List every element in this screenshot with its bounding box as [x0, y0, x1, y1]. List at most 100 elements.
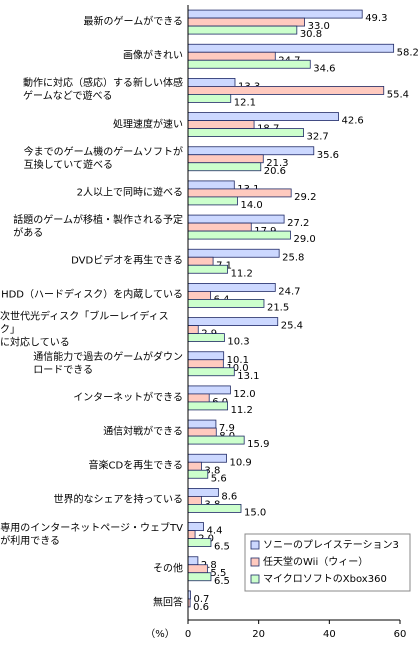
value-label: 42.6: [342, 116, 364, 127]
category-label: 2人以上で同時に遊べる: [76, 187, 183, 199]
category-label: 最新のゲームができる: [83, 16, 184, 28]
value-label: 13.1: [237, 371, 259, 382]
category-label: インターネットができる: [73, 392, 183, 404]
value-label: 0.7: [193, 594, 209, 605]
bar: [187, 496, 202, 505]
category-label: 話題のゲームが移植・製作される予定 がある: [13, 215, 183, 240]
bar: [187, 196, 238, 206]
value-label: 49.3: [365, 13, 387, 24]
bar: [187, 43, 395, 53]
bar: [187, 230, 291, 240]
category-label: 通信能力で過去のゲームがダウン ロードできる: [33, 351, 183, 376]
bar: [187, 522, 204, 531]
bar: [187, 283, 276, 292]
x-tick-label: 0: [185, 629, 191, 640]
value-label: 10.0: [226, 363, 248, 374]
bar: [187, 359, 224, 369]
bar: [187, 154, 264, 164]
bar: [187, 488, 219, 497]
value-label: 35.6: [317, 150, 339, 161]
bar: [187, 222, 252, 232]
bar: [187, 59, 311, 69]
value-label: 25.8: [282, 252, 304, 263]
value-label: 6.5: [214, 542, 230, 553]
bar: [187, 325, 199, 334]
value-label: 15.0: [244, 507, 266, 518]
category-label: 画像がきれい: [123, 50, 183, 62]
legend-swatch: [250, 540, 260, 550]
x-tick-label: 40: [323, 629, 336, 640]
bar: [187, 385, 231, 395]
category-label: 動作に対応（感応）する新しい体感 ゲームなどで遊べる: [23, 78, 183, 103]
bar: [187, 393, 210, 403]
bar: [187, 9, 363, 19]
bar: [187, 256, 214, 266]
bar: [187, 419, 217, 429]
category-label: 今までのゲーム機のゲームソフトが 互換していて遊べる: [23, 146, 183, 171]
value-label: 55.4: [387, 89, 409, 100]
value-label: 11.2: [231, 405, 253, 416]
category-label: 無回答: [153, 597, 183, 609]
value-label: 5.6: [211, 473, 227, 484]
legend-label: マイクロソフトのXbox360: [263, 573, 387, 585]
legend-label: 任天堂のWii（ウィー）: [263, 555, 368, 568]
value-label: 5.5: [210, 568, 226, 579]
value-label: 15.9: [247, 439, 269, 450]
bar: [187, 317, 279, 326]
bar: [187, 530, 196, 539]
value-label: 0.6: [193, 602, 209, 613]
value-label: 32.7: [307, 132, 329, 143]
bar: [187, 51, 276, 61]
value-label: 25.4: [281, 321, 303, 332]
legend-label: ソニーのプレイステーション3: [263, 539, 399, 551]
value-label: 33.0: [308, 21, 330, 32]
category-label: 通信対戦ができる: [103, 426, 183, 438]
bar: [187, 572, 212, 582]
bar: [187, 461, 202, 471]
value-label: 10.9: [230, 457, 252, 468]
value-label: 11.2: [231, 268, 253, 279]
value-label: 7.9: [219, 423, 235, 434]
bar: [187, 146, 315, 156]
legend-box: [244, 533, 411, 592]
value-label: 27.2: [287, 218, 309, 229]
value-label: 4.4: [207, 526, 223, 537]
category-label: DVDビデオを再生できる: [71, 255, 183, 267]
value-label: 12.0: [233, 389, 255, 400]
value-label: 29.0: [293, 234, 315, 245]
bar: [187, 120, 255, 129]
bar: [187, 248, 280, 258]
category-label: HDD（ハードディスク）を内蔵している: [1, 289, 183, 301]
bar: [187, 435, 245, 445]
bar: [187, 453, 227, 463]
category-label: 専用のインターネットページ・ウェブTV が利用できる: [0, 522, 183, 547]
category-label: 次世代光ディスク「ブルーレイディスク」 に対応している: [0, 311, 169, 349]
value-label: 3.8: [204, 465, 220, 476]
bar: [187, 162, 262, 172]
bar: [187, 333, 225, 342]
bar: [187, 427, 217, 437]
value-label: 6.5: [214, 576, 230, 587]
legend-swatch: [250, 574, 260, 584]
bar: [187, 538, 212, 547]
value-label: 10.3: [227, 337, 249, 348]
bar: [187, 564, 208, 574]
bar: [187, 128, 304, 137]
bar: [187, 504, 242, 513]
x-tick-label: 60: [394, 629, 407, 640]
value-label: 21.5: [267, 302, 289, 313]
bar: [187, 299, 265, 308]
value-label: 58.2: [397, 47, 419, 58]
legend-swatch: [250, 557, 260, 567]
bar: [187, 180, 235, 190]
bar: [187, 94, 232, 103]
bar: [187, 188, 292, 198]
bar: [187, 469, 209, 479]
value-label: 21.3: [266, 158, 288, 169]
value-label: 2.8: [201, 560, 217, 571]
bar: [187, 86, 385, 95]
value-label: 20.6: [264, 166, 286, 177]
bar: [187, 351, 225, 361]
